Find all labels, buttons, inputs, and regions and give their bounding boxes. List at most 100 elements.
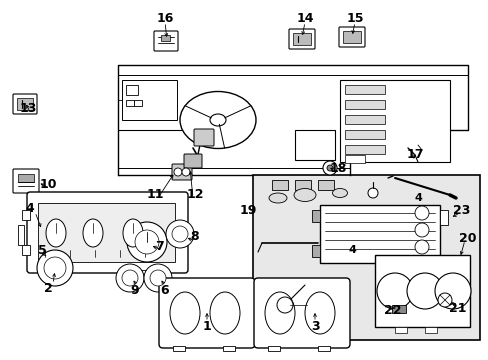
- Circle shape: [127, 222, 167, 262]
- Circle shape: [276, 297, 292, 313]
- FancyBboxPatch shape: [194, 129, 214, 146]
- Bar: [394, 327, 406, 333]
- Bar: [50, 270, 65, 276]
- Circle shape: [174, 168, 182, 176]
- Text: 23: 23: [452, 203, 470, 216]
- Circle shape: [172, 226, 187, 242]
- FancyBboxPatch shape: [338, 27, 364, 47]
- Circle shape: [414, 240, 428, 254]
- Bar: [126, 100, 134, 106]
- Text: 4: 4: [347, 245, 355, 255]
- Text: 4: 4: [25, 202, 34, 215]
- Ellipse shape: [180, 91, 256, 148]
- Bar: [126, 85, 138, 95]
- Circle shape: [135, 230, 159, 254]
- Text: 4: 4: [413, 193, 421, 203]
- Bar: [317, 180, 333, 190]
- Text: 21: 21: [448, 302, 466, 315]
- FancyBboxPatch shape: [159, 278, 254, 348]
- Bar: [294, 180, 310, 190]
- Circle shape: [367, 188, 377, 198]
- FancyBboxPatch shape: [13, 94, 37, 114]
- Text: 12: 12: [186, 189, 203, 202]
- Bar: [345, 155, 364, 163]
- Bar: [374, 255, 469, 327]
- Circle shape: [165, 220, 194, 248]
- FancyBboxPatch shape: [13, 169, 39, 193]
- Text: 18: 18: [328, 162, 346, 175]
- Circle shape: [122, 270, 138, 286]
- Circle shape: [406, 273, 442, 309]
- Text: 5: 5: [38, 243, 46, 256]
- Circle shape: [143, 264, 172, 292]
- Ellipse shape: [332, 189, 347, 198]
- Text: 17: 17: [406, 148, 423, 162]
- Text: 7: 7: [155, 239, 164, 252]
- Text: 14: 14: [296, 12, 313, 24]
- Text: 19: 19: [239, 203, 256, 216]
- Text: 3: 3: [310, 320, 319, 333]
- Text: 9: 9: [130, 284, 139, 297]
- FancyBboxPatch shape: [253, 278, 349, 348]
- FancyBboxPatch shape: [154, 31, 178, 51]
- Ellipse shape: [83, 219, 103, 247]
- Circle shape: [44, 257, 66, 279]
- Text: 11: 11: [146, 189, 163, 202]
- Circle shape: [150, 270, 165, 286]
- Bar: [252, 175, 479, 340]
- Ellipse shape: [268, 193, 286, 203]
- Circle shape: [414, 223, 428, 237]
- Bar: [161, 35, 170, 41]
- Bar: [391, 305, 405, 313]
- Ellipse shape: [293, 189, 315, 202]
- Bar: [424, 327, 436, 333]
- Bar: [345, 145, 384, 154]
- Text: 22: 22: [384, 303, 401, 316]
- Bar: [311, 210, 319, 222]
- Ellipse shape: [170, 292, 200, 334]
- Text: 6: 6: [161, 284, 169, 297]
- Circle shape: [376, 273, 412, 309]
- Circle shape: [414, 206, 428, 220]
- Circle shape: [116, 264, 143, 292]
- Bar: [22, 210, 30, 220]
- Bar: [18, 174, 34, 182]
- Circle shape: [434, 273, 470, 309]
- Ellipse shape: [209, 114, 225, 126]
- Bar: [345, 100, 384, 109]
- Circle shape: [37, 250, 73, 286]
- Text: 15: 15: [346, 12, 363, 24]
- Bar: [292, 33, 310, 45]
- Bar: [122, 80, 177, 120]
- Bar: [439, 210, 447, 225]
- Bar: [134, 100, 142, 106]
- Ellipse shape: [209, 292, 240, 334]
- FancyBboxPatch shape: [172, 164, 192, 180]
- Circle shape: [323, 161, 336, 175]
- Bar: [319, 205, 439, 263]
- Bar: [140, 270, 155, 276]
- Text: 10: 10: [39, 179, 57, 192]
- Bar: [311, 245, 319, 257]
- Bar: [317, 346, 329, 351]
- Text: 2: 2: [43, 282, 52, 294]
- Bar: [294, 130, 334, 160]
- Text: 1: 1: [202, 320, 211, 333]
- Bar: [38, 203, 175, 262]
- Circle shape: [326, 165, 332, 171]
- Text: 13: 13: [19, 102, 37, 114]
- Bar: [342, 31, 360, 43]
- Bar: [267, 346, 280, 351]
- Bar: [345, 85, 384, 94]
- Ellipse shape: [123, 219, 142, 247]
- Ellipse shape: [264, 292, 294, 334]
- Ellipse shape: [305, 292, 334, 334]
- Bar: [345, 130, 384, 139]
- Ellipse shape: [46, 219, 66, 247]
- Text: 8: 8: [190, 230, 199, 243]
- Bar: [173, 346, 184, 351]
- FancyBboxPatch shape: [27, 192, 187, 273]
- Text: 20: 20: [458, 231, 476, 244]
- Text: 16: 16: [156, 12, 173, 24]
- FancyBboxPatch shape: [288, 29, 314, 49]
